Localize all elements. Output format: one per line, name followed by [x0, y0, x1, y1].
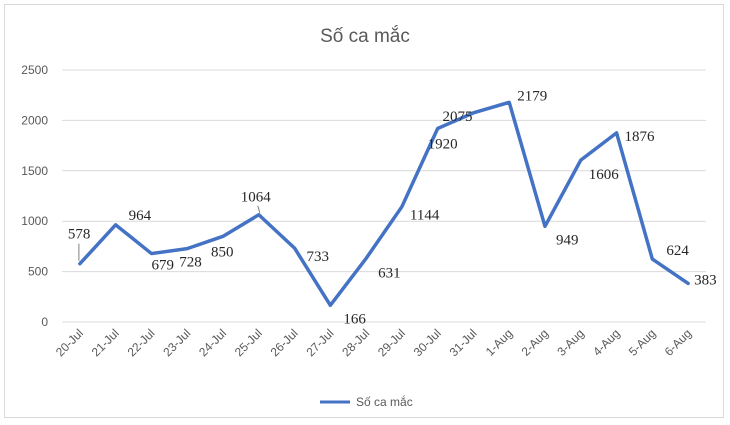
x-tick-label: 24-Jul [196, 326, 229, 359]
x-tick-label: 3-Aug [554, 326, 587, 359]
data-label: 1920 [428, 136, 458, 152]
y-tick-label: 2500 [21, 63, 48, 77]
data-label: 624 [666, 243, 689, 259]
data-label: 166 [343, 311, 366, 327]
x-tick-label: 30-Jul [411, 326, 444, 359]
y-axis: 0 500 1000 1500 2000 2500 [21, 63, 48, 329]
x-tick-label: 26-Jul [268, 326, 301, 359]
y-tick-label: 1500 [21, 164, 48, 178]
data-label: 383 [694, 272, 717, 288]
data-labels: 578 964 679 728 850 1064 733 166 631 1144 1920 2075… [68, 88, 717, 327]
legend: Số ca mắc [320, 394, 413, 409]
x-tick-label: 28-Jul [339, 326, 372, 359]
x-tick-label: 29-Jul [375, 326, 408, 359]
data-label: 850 [211, 244, 234, 260]
legend-label: Số ca mắc [356, 394, 413, 409]
x-tick-label: 31-Jul [447, 326, 480, 359]
data-label: 1606 [589, 167, 620, 183]
x-tick-label: 5-Aug [626, 326, 659, 359]
chart-title: Số ca mắc [320, 25, 410, 47]
x-tick-label: 2-Aug [519, 326, 552, 359]
data-label: 631 [378, 265, 401, 281]
leader-line [257, 205, 261, 213]
data-label: 733 [307, 249, 330, 265]
x-tick-label: 22-Jul [125, 326, 158, 359]
data-label: 2179 [517, 88, 547, 104]
data-label: 1876 [625, 129, 656, 145]
x-tick-label: 20-Jul [53, 326, 86, 359]
x-tick-label: 25-Jul [232, 326, 265, 359]
data-label: 679 [151, 258, 174, 274]
series-line-group [78, 100, 690, 308]
x-axis: 20-Jul 21-Jul 22-Jul 23-Jul 24-Jul 25-Jul 26-J… [53, 326, 694, 359]
y-tick-label: 500 [28, 265, 48, 279]
x-tick-label: 6-Aug [662, 326, 695, 359]
x-tick-label: 1-Aug [483, 326, 516, 359]
data-label: 728 [179, 255, 202, 271]
data-label: 1064 [241, 190, 272, 206]
data-label: 1144 [410, 208, 440, 224]
gridlines [62, 69, 706, 323]
data-label: 964 [129, 208, 152, 224]
data-label: 949 [556, 232, 579, 248]
x-tick-label: 23-Jul [160, 326, 193, 359]
data-label: 2075 [442, 109, 472, 125]
chart-frame [4, 4, 724, 418]
x-tick-label: 27-Jul [303, 326, 336, 359]
x-tick-label: 21-Jul [89, 326, 122, 359]
x-tick-label: 4-Aug [590, 326, 623, 359]
y-tick-label: 0 [41, 315, 48, 329]
y-tick-label: 2000 [21, 113, 48, 127]
y-tick-label: 1000 [21, 214, 48, 228]
series-line [78, 100, 690, 308]
data-label: 578 [68, 227, 91, 243]
